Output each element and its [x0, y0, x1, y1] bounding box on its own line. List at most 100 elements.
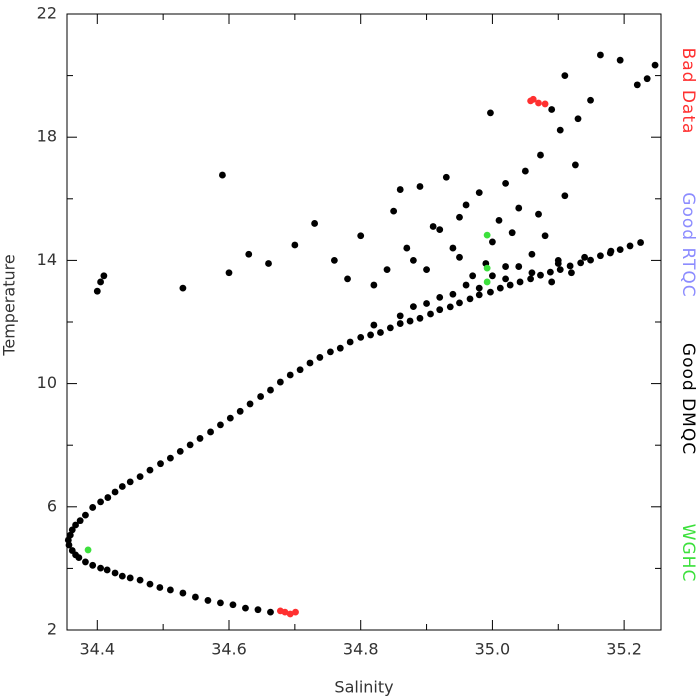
data-point: [217, 599, 224, 607]
data-point: [436, 226, 444, 234]
data-point: [587, 256, 594, 264]
data-point: [409, 257, 417, 264]
data-point: [423, 300, 430, 307]
data-point: [136, 576, 144, 584]
data-point: [535, 210, 542, 218]
data-point: [456, 253, 463, 261]
data-point: [515, 204, 523, 212]
data-point: [597, 51, 604, 59]
y-tick-label: 14: [37, 250, 57, 269]
data-point: [84, 546, 92, 554]
data-point: [427, 310, 434, 318]
data-point: [506, 281, 514, 289]
data-point: [556, 126, 564, 134]
x-axis-label: Salinity: [334, 678, 393, 697]
data-point: [396, 186, 404, 193]
data-point: [126, 478, 134, 486]
data-point: [245, 250, 253, 258]
data-point: [469, 272, 477, 280]
data-point: [436, 306, 444, 314]
data-point: [548, 106, 556, 113]
data-point: [502, 180, 509, 187]
data-point: [72, 521, 79, 529]
plot-frame: [66, 13, 662, 631]
data-point: [508, 229, 516, 237]
data-point: [581, 253, 589, 261]
data-point: [254, 606, 262, 614]
data-point: [456, 213, 463, 221]
data-point: [118, 572, 126, 580]
data-point: [118, 483, 126, 490]
data-point: [475, 284, 483, 292]
data-point: [229, 601, 237, 609]
data-point: [196, 435, 204, 442]
data-point: [179, 284, 187, 292]
y-tick-label: 18: [37, 127, 57, 146]
data-point: [616, 56, 624, 64]
data-point: [537, 271, 544, 279]
data-point: [446, 303, 454, 311]
data-point: [344, 275, 351, 283]
data-point: [403, 244, 411, 252]
data-point: [436, 293, 444, 301]
data-point: [179, 589, 187, 597]
data-point: [466, 295, 474, 303]
data-point: [554, 257, 562, 264]
data-point: [89, 504, 97, 511]
data-point: [483, 231, 491, 239]
legend-entry: Good DMQC: [678, 343, 698, 455]
data-point: [82, 558, 89, 566]
data-point: [370, 321, 378, 329]
legend-entry: Good RTQC: [678, 192, 698, 297]
data-point: [311, 220, 319, 227]
data-point: [535, 99, 542, 107]
data-point: [416, 314, 424, 322]
data-point: [236, 407, 244, 415]
data-point: [97, 498, 104, 506]
data-point: [429, 223, 437, 230]
data-point: [502, 275, 509, 283]
data-point: [327, 348, 334, 356]
data-point: [406, 317, 414, 325]
data-point: [207, 428, 214, 436]
data-point: [487, 288, 494, 296]
data-point: [276, 378, 284, 386]
data-point: [487, 109, 494, 117]
data-point: [529, 95, 537, 103]
data-point: [377, 329, 384, 336]
data-point: [475, 189, 483, 197]
data-point: [281, 608, 289, 616]
data-point: [226, 414, 234, 422]
legend-entry: WGHC: [678, 524, 698, 583]
data-point: [566, 262, 574, 270]
data-point: [541, 232, 549, 240]
data-point: [574, 115, 582, 123]
data-point: [626, 242, 634, 250]
data-point: [370, 281, 378, 289]
x-tick-label: 35.0: [475, 640, 511, 659]
x-tick-label: 34.6: [211, 640, 247, 659]
data-point: [587, 96, 594, 104]
data-point: [246, 400, 254, 408]
data-point: [217, 421, 224, 429]
data-point: [296, 366, 304, 374]
data-point: [68, 547, 76, 554]
data-point: [456, 299, 463, 307]
data-point: [100, 272, 108, 280]
data-point: [146, 466, 154, 474]
data-point: [449, 290, 457, 298]
data-point: [383, 266, 391, 274]
x-tick-label: 34.4: [79, 640, 115, 659]
y-tick-label: 22: [37, 4, 57, 23]
data-point: [489, 272, 496, 280]
data-point: [192, 593, 199, 601]
data-point: [616, 246, 624, 254]
data-point: [157, 460, 164, 468]
data-point: [64, 536, 72, 544]
data-point: [561, 72, 569, 79]
data-point: [396, 312, 404, 320]
data-point: [651, 61, 659, 69]
data-point: [82, 511, 89, 519]
data-point: [292, 608, 299, 616]
x-tick-label: 35.2: [606, 640, 642, 659]
